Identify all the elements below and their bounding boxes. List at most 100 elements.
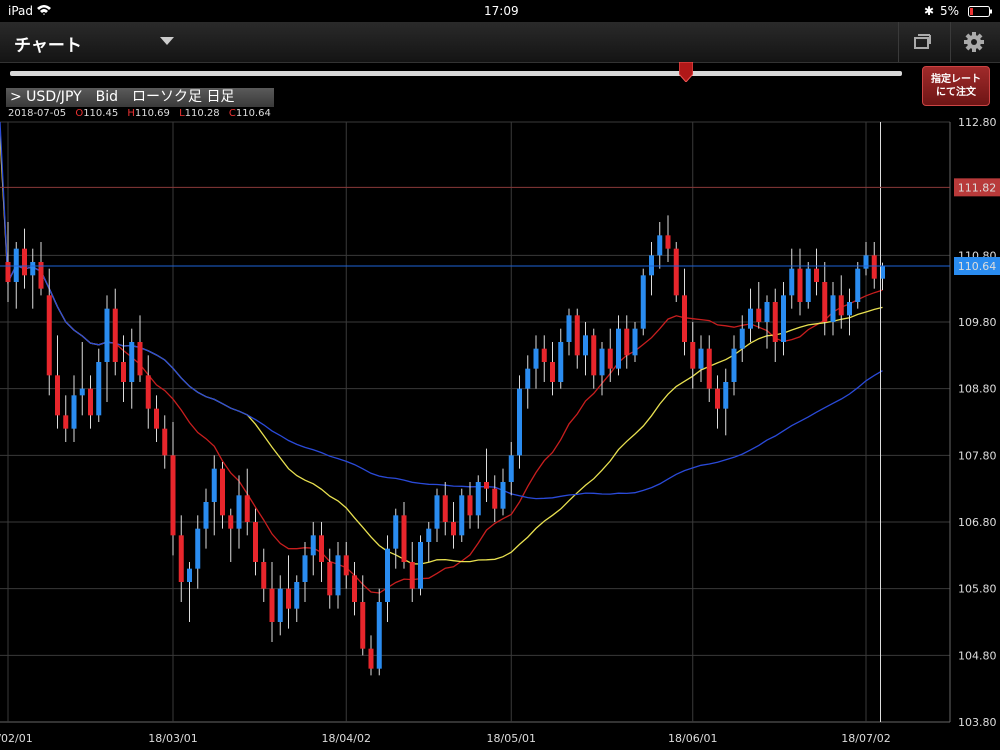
candle-body: [574, 315, 580, 356]
candle-body: [838, 295, 844, 316]
close-value: 110.64: [235, 108, 271, 119]
candle-body: [500, 482, 506, 509]
candle-body: [5, 262, 11, 282]
symbol-selector[interactable]: > USD/JPY Bid ローソク足 日足: [6, 88, 274, 107]
candle-body: [517, 388, 522, 456]
x-tick-label: 18/03/01: [148, 732, 197, 745]
candle-body: [475, 482, 481, 516]
candle-body: [409, 562, 415, 589]
candle-body: [310, 535, 316, 556]
candle-body: [847, 302, 852, 316]
candle-body: [566, 315, 572, 342]
candle-body: [269, 588, 275, 622]
candle-body: [459, 495, 465, 536]
candle-body: [319, 535, 324, 562]
candle-body: [137, 342, 143, 376]
window-icon: [914, 34, 931, 49]
candle-body: [145, 375, 151, 409]
order-button-line1: 指定レート: [931, 74, 981, 85]
candle-body: [170, 455, 176, 536]
candle-body: [616, 328, 621, 369]
candle-body: [434, 495, 440, 529]
candle-body: [715, 388, 720, 409]
order-button-line2: にて注文: [936, 87, 976, 98]
candle-body: [63, 415, 69, 429]
candle-body: [13, 248, 19, 282]
bluetooth-icon: ✱: [924, 4, 935, 18]
candle-body: [665, 235, 671, 249]
candle-body: [789, 268, 795, 296]
candle-body: [71, 395, 77, 429]
candle-body: [55, 375, 60, 416]
y-tick-label: 107.80: [958, 449, 997, 462]
settings-button[interactable]: [950, 22, 997, 62]
candle-body: [154, 408, 159, 429]
candle-body: [739, 328, 745, 349]
candle-body: [195, 528, 201, 569]
ohlc-date: 2018-07-05: [8, 108, 67, 119]
window-button[interactable]: [898, 22, 945, 62]
chevron-down-icon[interactable]: [160, 37, 174, 45]
candle-body: [698, 348, 704, 369]
ma-short-line: [0, 135, 883, 594]
candle-body: [682, 295, 687, 342]
candle-body: [236, 495, 242, 529]
candle-body: [591, 335, 597, 376]
candle-body: [46, 295, 52, 376]
y-tick-label: 109.80: [958, 316, 997, 329]
candle-body: [723, 382, 729, 409]
candle-body: [508, 455, 514, 482]
candle-body: [451, 522, 456, 536]
x-tick-label: 18/07/02: [841, 732, 890, 745]
candle-body: [253, 522, 258, 562]
candle-body: [327, 562, 333, 596]
x-tick-label: 18/04/02: [322, 732, 371, 745]
candle-body: [286, 588, 291, 609]
candle-body: [104, 308, 110, 362]
candle-body: [129, 342, 135, 382]
candle-body: [484, 482, 489, 489]
candle-body: [294, 582, 300, 609]
candle-body: [302, 555, 308, 582]
candle-body: [376, 602, 382, 669]
order-at-rate-button[interactable]: 指定レート にて注文: [922, 66, 990, 106]
close-key: C: [228, 108, 236, 119]
battery-percent: 5%: [940, 4, 960, 18]
candle-body: [731, 348, 737, 382]
candle-body: [748, 308, 753, 329]
low-value: 110.28: [184, 108, 220, 119]
candle-body: [525, 368, 531, 389]
candle-body: [706, 348, 712, 389]
candle-body: [871, 255, 877, 279]
x-tick-label: 18/06/01: [668, 732, 717, 745]
candle-body: [640, 275, 646, 329]
candle-body: [261, 562, 267, 589]
candle-body: [607, 348, 613, 369]
candle-body: [756, 308, 762, 322]
device-label: iPad: [8, 4, 34, 18]
candle-body: [211, 468, 217, 502]
low-key: L: [179, 108, 185, 119]
candle-body: [830, 295, 836, 322]
clock: 17:09: [484, 4, 519, 18]
high-key: H: [127, 108, 135, 119]
candle-body: [335, 555, 341, 596]
candle-body: [673, 248, 679, 296]
candle-body: [550, 362, 555, 382]
candle-body: [814, 268, 819, 282]
candle-body: [79, 388, 85, 396]
range-slider-thumb[interactable]: [678, 61, 694, 83]
price-tag-label: 110.64: [958, 260, 997, 273]
battery-icon: [968, 6, 992, 20]
candle-body: [418, 542, 423, 589]
range-slider-track[interactable]: [10, 71, 902, 76]
candle-body: [401, 515, 407, 562]
candle-body: [88, 388, 93, 416]
candle-body: [22, 248, 27, 276]
ma-long-line: [0, 121, 883, 500]
y-tick-label: 108.80: [958, 383, 997, 396]
price-tag-label: 111.82: [958, 181, 997, 194]
candle-body: [822, 282, 828, 322]
candle-body: [277, 588, 283, 622]
